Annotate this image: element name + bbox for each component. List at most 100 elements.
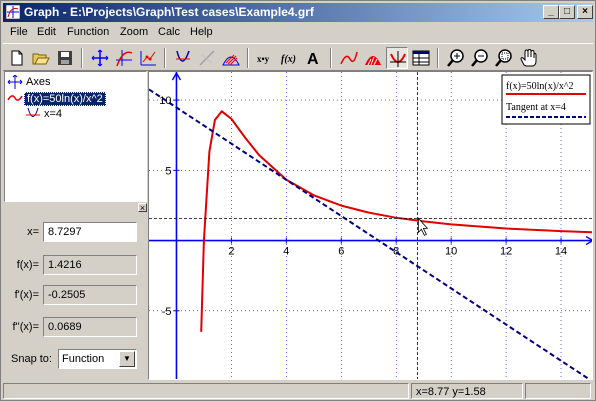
open-button[interactable] [30, 47, 52, 69]
zoom-standard-button[interactable] [493, 47, 515, 69]
save-icon [58, 51, 72, 65]
tangent-icon [26, 107, 40, 117]
eval-fp-row: f'(x)= -0.2505 [4, 284, 147, 306]
eval-f-label: f(x)= [16, 259, 39, 271]
y-tick-label: -5 [162, 306, 172, 318]
menu-bar: File Edit Function Zoom Calc Help [3, 23, 593, 42]
y-axis-arrow [171, 72, 182, 81]
menu-help[interactable]: Help [190, 26, 213, 38]
text-icon: A [307, 51, 319, 68]
x-tick-label: 10 [445, 246, 457, 258]
menu-zoom[interactable]: Zoom [120, 26, 149, 38]
svg-text:A: A [307, 51, 319, 68]
x-axis-arrow [585, 235, 592, 246]
snap-label: Snap to: [11, 353, 52, 365]
insert-relation-button[interactable] [196, 47, 218, 69]
chevron-down-icon[interactable]: ▼ [119, 351, 135, 367]
function-graph-icon [116, 50, 133, 67]
insert-fx-label-button[interactable]: f(x) [279, 47, 301, 69]
new-file-icon [11, 50, 23, 66]
table-button[interactable] [410, 47, 432, 69]
point-series-icon [140, 51, 156, 66]
insert-label-xy-button[interactable]: x•y [255, 47, 277, 69]
eval-fpp-value: 0.0689 [43, 317, 137, 337]
maximize-button[interactable]: □ [559, 5, 575, 19]
mouse-pointer-icon [417, 217, 429, 236]
title-bar[interactable]: Graph - E:\Projects\Graph\Test cases\Exa… [3, 3, 593, 22]
toolbar-separator [437, 48, 439, 68]
axes-icon [91, 49, 109, 67]
new-file-button[interactable] [6, 47, 28, 69]
zoom-out-icon [471, 49, 488, 67]
menu-file[interactable]: File [10, 26, 28, 38]
trendline-button[interactable] [338, 47, 360, 69]
toolbar-separator [330, 48, 332, 68]
insert-tangent-button[interactable] [172, 47, 194, 69]
toolbar: x•y f(x) A [3, 43, 593, 71]
evaluate-icon [390, 51, 406, 67]
tangent-icon [176, 50, 190, 62]
insert-point-series-button[interactable] [137, 47, 159, 69]
eval-x-row: x= 8.7297 [4, 221, 147, 243]
legend-label: f(x)=50ln(x)/x^2 [506, 81, 574, 92]
left-panel: Axes f(x)=50ln(x)/x^2 x=4 × x= 8.7297 f(… [4, 71, 147, 380]
eval-fpp-label: f''(x)= [12, 321, 39, 333]
status-panel-extra [525, 383, 591, 399]
save-button[interactable] [54, 47, 76, 69]
axes-button[interactable] [89, 47, 111, 69]
status-panel-main [3, 383, 409, 399]
insert-shading-button[interactable] [220, 47, 242, 69]
legend-label: Tangent at x=4 [506, 102, 566, 113]
area-icon [365, 56, 381, 66]
menu-function[interactable]: Function [67, 26, 110, 38]
toolbar-separator [164, 48, 166, 68]
x-tick-label: 6 [338, 246, 344, 258]
tree-item-label: x=4 [44, 108, 63, 120]
function-list[interactable]: Axes f(x)=50ln(x)/x^2 x=4 [4, 71, 147, 202]
panel-splitter[interactable]: × [4, 203, 147, 213]
insert-function-button[interactable] [113, 47, 135, 69]
tree-item-label: f(x)=50ln(x)/x^2 [24, 92, 106, 106]
legend-box [501, 74, 591, 125]
x-tick-label: 2 [228, 246, 234, 258]
zoom-out-button[interactable] [469, 47, 491, 69]
toolbar-separator [247, 48, 249, 68]
zoom-standard-icon [495, 49, 512, 67]
close-icon[interactable]: × [138, 203, 147, 213]
x-tick-label: 12 [500, 246, 512, 258]
eval-f-value: 1.4216 [43, 255, 137, 275]
x-tick-label: 4 [283, 246, 289, 258]
relation-icon [199, 50, 215, 66]
eval-fp-label: f'(x)= [14, 289, 39, 301]
x-tick-label: 8 [393, 246, 399, 258]
zoom-in-button[interactable] [445, 47, 467, 69]
eval-x-input[interactable]: 8.7297 [43, 222, 137, 242]
table-icon [412, 50, 430, 66]
x-tick-label: 14 [555, 246, 567, 258]
status-coordinates: x=8.77 y=1.58 [411, 383, 523, 399]
close-button[interactable]: × [577, 5, 593, 19]
eval-x-label: x= [27, 226, 39, 238]
tree-item-label: Axes [26, 76, 51, 88]
app-icon [6, 5, 20, 19]
menu-edit[interactable]: Edit [37, 26, 56, 38]
svg-text:f(x): f(x) [281, 54, 296, 65]
trendline-icon [340, 51, 358, 65]
insert-text-button[interactable]: A [303, 47, 325, 69]
function-icon [7, 95, 23, 101]
move-system-button[interactable] [517, 47, 539, 69]
snap-select[interactable]: Function ▼ [58, 349, 137, 369]
eval-f-row: f(x)= 1.4216 [4, 254, 147, 276]
menu-calc[interactable]: Calc [158, 26, 181, 38]
open-folder-icon [32, 53, 50, 65]
hand-icon [520, 48, 537, 67]
area-button[interactable] [362, 47, 384, 69]
evaluate-button[interactable] [386, 47, 408, 69]
svg-text:x•y: x•y [257, 54, 270, 64]
minimize-button[interactable]: _ [543, 5, 559, 19]
axes-icon [7, 75, 23, 89]
label-xy-icon: x•y [257, 54, 270, 64]
